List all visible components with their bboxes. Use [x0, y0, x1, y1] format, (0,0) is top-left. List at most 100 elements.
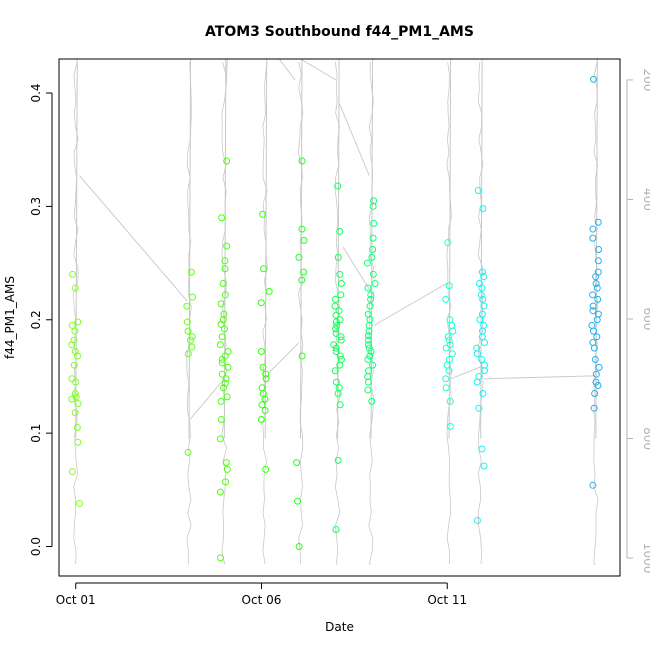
- data-point: [478, 445, 486, 453]
- pressure-transit: [450, 366, 481, 380]
- data-point: [479, 205, 487, 213]
- data-point: [68, 395, 76, 403]
- data-point: [75, 499, 83, 507]
- data-point: [221, 291, 229, 299]
- pressure-transit: [188, 378, 225, 421]
- pressure-segment: [186, 370, 190, 384]
- pressure-segment: [334, 525, 338, 539]
- data-point: [336, 270, 344, 278]
- pressure-segment: [73, 242, 76, 256]
- data-point: [71, 389, 79, 397]
- data-point: [294, 497, 302, 505]
- pressure-segment: [75, 59, 78, 439]
- pressure-segment: [74, 448, 77, 462]
- data-point: [257, 299, 265, 307]
- data-point: [442, 295, 450, 303]
- pressure-segment: [188, 486, 192, 500]
- pressure-transit: [339, 103, 370, 176]
- pressure-segment: [221, 435, 227, 449]
- pressure-segment: [73, 473, 78, 487]
- data-point: [216, 554, 224, 562]
- pressure-segment: [595, 59, 598, 439]
- pressure-segment: [477, 345, 480, 359]
- data-point: [589, 234, 597, 242]
- pressure-segment: [368, 551, 373, 565]
- data-point: [590, 404, 598, 412]
- data-point: [475, 404, 483, 412]
- data-point: [481, 338, 489, 346]
- data-point: [364, 336, 372, 344]
- pressure-segment: [594, 358, 596, 371]
- pressure-segment: [446, 435, 449, 449]
- pressure-segment: [593, 61, 598, 75]
- pressure-segment: [368, 203, 374, 217]
- data-point: [218, 214, 226, 222]
- pressure-segment: [446, 139, 450, 153]
- pressure-segment: [222, 512, 225, 526]
- pressure-segment: [187, 473, 190, 487]
- data-point: [594, 257, 602, 265]
- data-point: [364, 332, 372, 340]
- data-point: [222, 375, 230, 383]
- data-point: [445, 336, 453, 344]
- data-point: [593, 333, 601, 341]
- pressure-segment: [446, 538, 450, 552]
- data-point: [595, 245, 603, 253]
- y-axis-label: f44_PM1_AMS: [3, 276, 17, 359]
- pressure-segment: [262, 203, 265, 217]
- pressure-segment: [336, 538, 339, 552]
- data-point: [188, 343, 196, 351]
- data-point: [217, 320, 225, 328]
- data-point: [184, 327, 192, 335]
- data-point: [262, 370, 270, 378]
- pressure-segment: [336, 216, 339, 230]
- pressure-segment: [368, 126, 372, 140]
- data-point: [445, 282, 453, 290]
- data-point: [298, 276, 306, 284]
- data-point: [336, 316, 344, 324]
- data-point: [478, 284, 486, 292]
- data-point: [222, 459, 230, 467]
- data-point: [221, 257, 229, 265]
- data-point: [593, 316, 601, 324]
- data-point: [260, 265, 268, 273]
- pressure-segment: [593, 139, 597, 153]
- pressure-segment: [478, 126, 482, 140]
- data-point: [221, 265, 229, 273]
- pressure-segment: [73, 61, 78, 75]
- y-tick-label: 0.3: [29, 197, 43, 216]
- pressure-segment: [186, 345, 189, 359]
- pressure-segment: [298, 525, 303, 539]
- pressure-transit: [374, 282, 448, 326]
- data-point: [74, 400, 82, 408]
- data-point: [337, 333, 345, 341]
- data-point: [478, 310, 486, 318]
- data-point: [223, 157, 231, 165]
- pressure-segment: [593, 473, 596, 487]
- pressure-segment: [446, 255, 449, 268]
- data-point: [217, 416, 225, 424]
- pressure-segment: [221, 242, 223, 256]
- data-point: [448, 350, 456, 358]
- pressure-segment: [74, 164, 77, 178]
- pressure-segment: [300, 512, 303, 526]
- data-point: [334, 389, 342, 397]
- data-point: [295, 543, 303, 551]
- data-point: [370, 219, 378, 227]
- data-point: [474, 187, 482, 195]
- secondary-tick-label: 200: [641, 68, 650, 91]
- pressure-segment: [73, 100, 77, 114]
- pressure-segment: [262, 126, 265, 140]
- pressure-segment: [446, 126, 450, 140]
- data-point: [68, 321, 76, 329]
- pressure-segment: [372, 358, 374, 371]
- data-point: [219, 384, 227, 392]
- pressure-segment: [73, 280, 79, 294]
- data-point: [71, 327, 79, 335]
- data-point: [265, 287, 273, 295]
- data-point: [300, 236, 308, 244]
- pressure-segment: [262, 332, 266, 346]
- data-point: [220, 325, 228, 333]
- pressure-segment: [593, 370, 596, 384]
- data-point: [589, 225, 597, 233]
